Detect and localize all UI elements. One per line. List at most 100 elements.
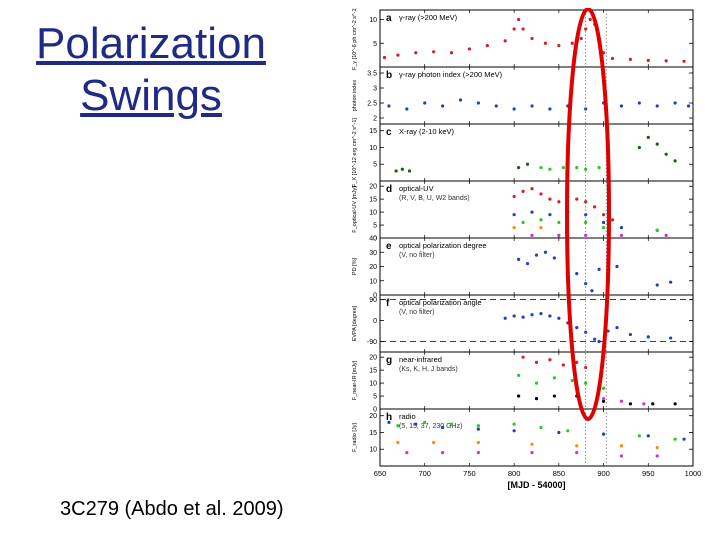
- y-tick-label: 20: [369, 184, 377, 191]
- x-tick-label: 950: [642, 469, 655, 478]
- data-point-f: [512, 314, 516, 318]
- data-point-d: [664, 233, 668, 238]
- data-point-e: [655, 283, 659, 287]
- data-point-d: [584, 213, 588, 217]
- x-tick-label: 700: [418, 469, 431, 478]
- data-point-h: [575, 450, 579, 455]
- data-point-h: [405, 450, 409, 455]
- data-point-g: [619, 399, 624, 403]
- y-tick-label: 0: [373, 293, 377, 300]
- data-point-a: [557, 44, 561, 48]
- data-point-c: [407, 169, 412, 173]
- data-point-c: [584, 167, 588, 171]
- data-point-g: [521, 355, 525, 359]
- data-point-h: [387, 420, 391, 425]
- data-point-d: [593, 205, 597, 209]
- data-point-f: [615, 325, 619, 330]
- data-point-g: [673, 402, 677, 406]
- data-point-a: [512, 27, 516, 31]
- data-point-g: [570, 378, 574, 383]
- data-point-a: [570, 41, 574, 45]
- data-point-d: [619, 226, 624, 230]
- data-point-f: [593, 337, 597, 341]
- y-axis-label-e: PD [%]: [352, 257, 358, 275]
- data-point-h: [575, 444, 579, 448]
- data-point-h: [646, 434, 650, 438]
- data-point-g: [552, 376, 556, 380]
- data-point-d: [655, 228, 659, 232]
- data-point-d: [521, 189, 525, 193]
- panel-label-c: X-ray (2-10 keV): [399, 127, 455, 136]
- data-point-d: [601, 226, 606, 230]
- data-point-g: [534, 381, 539, 385]
- y-axis-label-b: photon index: [352, 80, 358, 112]
- multi-panel-chart: 5 10 F_γ [10^-6 ph cm^-2 s^-1] a γ-ray (>200…: [352, 8, 701, 490]
- data-point-h: [655, 445, 659, 450]
- panel-letter-g: g: [386, 355, 392, 366]
- data-point-h: [441, 425, 445, 430]
- y-tick-label: 90: [369, 297, 377, 304]
- data-point-h: [530, 442, 534, 446]
- data-point-f: [557, 316, 561, 320]
- y-tick-label: 10: [369, 447, 377, 454]
- data-point-h: [682, 437, 686, 441]
- y-tick-label: 3: [373, 86, 377, 93]
- data-point-c: [561, 165, 565, 170]
- y-tick-label: 15: [369, 128, 377, 135]
- panel-sublabel-h: (5, 15, 37, 230 GHz): [399, 423, 462, 430]
- data-point-d: [512, 226, 516, 230]
- data-point-a: [449, 51, 454, 55]
- panel-label-f: optical polarization angle: [399, 298, 482, 307]
- data-point-h: [441, 450, 445, 455]
- data-point-f: [539, 312, 543, 316]
- data-point-c: [400, 167, 404, 171]
- y-tick-label: 15: [369, 368, 377, 375]
- data-point-h: [673, 437, 677, 441]
- data-point-g: [601, 399, 606, 403]
- data-point-b: [655, 104, 659, 108]
- data-point-d: [521, 220, 525, 225]
- data-point-e: [590, 289, 594, 293]
- data-point-a: [588, 17, 592, 22]
- y-tick-label: 20: [369, 264, 377, 271]
- data-point-d: [539, 226, 543, 230]
- panel-letter-a: a: [386, 13, 392, 24]
- data-point-f: [530, 313, 534, 317]
- data-point-b: [548, 107, 552, 111]
- data-point-h: [396, 440, 400, 445]
- data-point-d: [539, 192, 543, 196]
- y-tick-label: 15: [369, 197, 377, 204]
- data-point-a: [646, 58, 650, 62]
- panel-sublabel-d: (R, V, B, U, W2 bands): [399, 195, 470, 202]
- data-point-b: [512, 107, 516, 111]
- data-point-e: [543, 250, 548, 254]
- x-tick-label: 800: [508, 469, 521, 478]
- slide-title-line1: Polarization: [36, 19, 266, 68]
- y-tick-label: 10: [369, 278, 377, 285]
- panel-sublabel-e: (V, no filter): [399, 252, 435, 259]
- data-point-a: [579, 36, 583, 41]
- data-point-d: [512, 194, 516, 199]
- data-point-b: [441, 104, 445, 108]
- data-point-d: [557, 220, 561, 225]
- y-tick-label: 15: [369, 430, 377, 437]
- y-tick-label: -90: [367, 339, 377, 346]
- data-point-f: [628, 332, 632, 337]
- data-point-c: [394, 169, 398, 173]
- data-point-e: [615, 264, 619, 269]
- data-point-h: [539, 425, 543, 430]
- data-point-d: [601, 220, 606, 225]
- y-tick-label: 30: [369, 250, 377, 257]
- x-tick-label: 750: [463, 469, 476, 478]
- data-point-f: [548, 314, 552, 318]
- data-point-d: [601, 213, 606, 217]
- data-point-e: [534, 253, 539, 257]
- data-point-a: [432, 50, 436, 54]
- y-tick-label: 5: [373, 394, 377, 401]
- data-point-h: [530, 450, 534, 455]
- y-axis-label-h: F_radio [Jy]: [352, 423, 358, 452]
- data-point-c: [664, 152, 668, 156]
- y-tick-label: 2: [373, 116, 377, 123]
- data-point-g: [628, 402, 632, 406]
- data-point-f: [521, 315, 525, 319]
